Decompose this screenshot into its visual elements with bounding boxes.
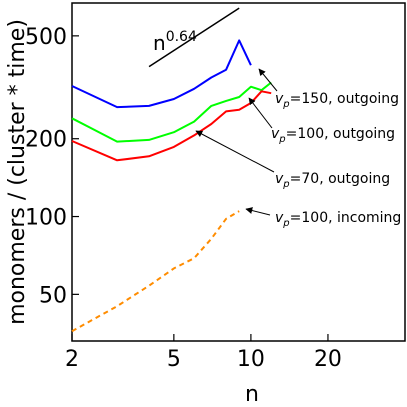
annotation-rest: =100, outgoing bbox=[286, 126, 395, 142]
annotation-subscript: p bbox=[282, 218, 289, 229]
plot-frame bbox=[71, 2, 406, 342]
annotation-subscript: p bbox=[282, 99, 289, 110]
y-tick-label: 200 bbox=[25, 128, 67, 153]
annotation-label-1: vp=150, outgoing bbox=[275, 91, 399, 110]
x-tick-label: 2 bbox=[65, 347, 79, 372]
y-tick-label: 500 bbox=[25, 25, 67, 50]
x-tick-label: 10 bbox=[237, 347, 265, 372]
annotation-subscript: p bbox=[282, 179, 289, 190]
annotation-base: v bbox=[271, 126, 280, 142]
y-axis-ticks: 50 100 200 500 bbox=[25, 25, 79, 308]
annotation-label-2: vp=100, outgoing bbox=[271, 126, 395, 145]
annotation-label-3: vp=70, outgoing bbox=[275, 171, 390, 190]
series-line-3 bbox=[71, 90, 272, 162]
annotation-arrow-2 bbox=[248, 97, 273, 129]
power-law-exponent: 0.64 bbox=[166, 29, 197, 45]
annotation-arrow-1 bbox=[258, 68, 278, 92]
annotation-arrow-3 bbox=[195, 130, 275, 173]
annotation-label-4: vp=100, incoming bbox=[275, 210, 401, 229]
series-line-2 bbox=[71, 81, 272, 143]
y-tick-label: 100 bbox=[25, 206, 67, 231]
series-line-4 bbox=[71, 210, 240, 333]
x-tick-label: 5 bbox=[167, 347, 181, 372]
annotation-base: v bbox=[275, 91, 284, 107]
series-layer bbox=[71, 39, 272, 333]
series-line-1 bbox=[71, 39, 252, 109]
annotation-base: v bbox=[275, 171, 284, 187]
y-axis-label: monomers / (cluster * time) bbox=[5, 19, 30, 325]
x-axis-ticks: 2 5 10 20 bbox=[65, 334, 342, 372]
power-law-label: n0.64 bbox=[153, 29, 197, 55]
x-axis-label: n bbox=[245, 382, 259, 407]
y-tick-label: 50 bbox=[39, 283, 67, 308]
annotation-arrow-4 bbox=[245, 207, 271, 216]
x-tick-label: 20 bbox=[314, 347, 342, 372]
power-law-guide-line bbox=[148, 7, 240, 68]
annotation-rest: =100, incoming bbox=[290, 210, 402, 226]
power-law-base: n bbox=[153, 31, 166, 55]
annotation-subscript: p bbox=[278, 134, 285, 145]
annotation-rest: =70, outgoing bbox=[290, 171, 390, 187]
annotation-rest: =150, outgoing bbox=[290, 91, 399, 107]
annotation-base: v bbox=[275, 210, 284, 226]
